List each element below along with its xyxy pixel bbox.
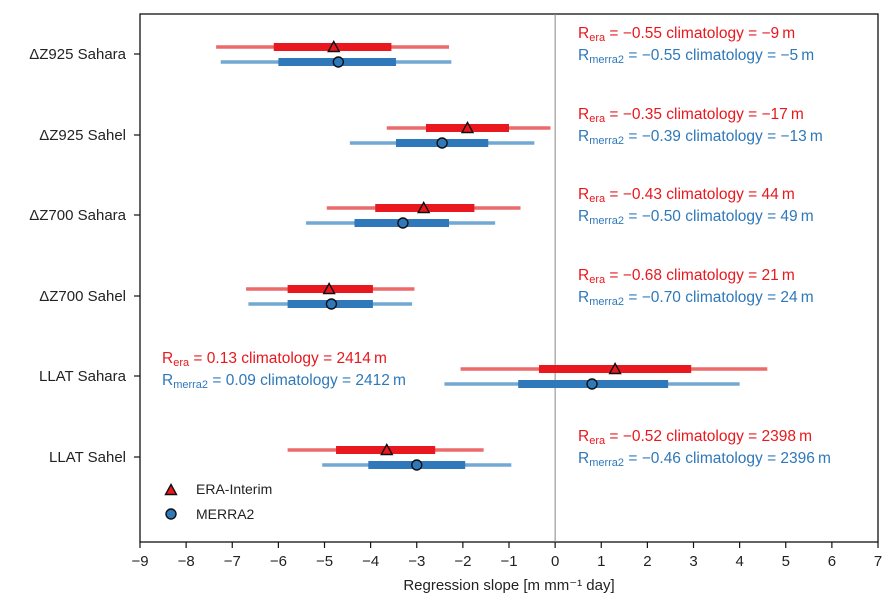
category-label: LLAT Sahara [39, 368, 127, 385]
era-triangle-marker [416, 201, 431, 214]
stat-line: Rmerra2 = 0.09 climatology = 2412 m [162, 372, 406, 391]
legend-circle-icon [165, 508, 177, 520]
category-label: LLAT Sahel [49, 449, 126, 466]
category-label: ΔZ925 Sahel [39, 127, 126, 144]
x-tick-label: −1 [500, 553, 517, 570]
x-tick-label: −7 [224, 553, 241, 570]
x-tick-label: 3 [689, 553, 697, 570]
x-tick-label: −4 [362, 553, 379, 570]
x-tick-label: 2 [643, 553, 651, 570]
category-label: ΔZ700 Sahel [39, 288, 126, 305]
legend-label-era: ERA-Interim [196, 481, 272, 497]
stat-line: Rmerra2 = −0.39 climatology = −13 m [578, 128, 823, 147]
x-tick-label: −9 [131, 553, 148, 570]
category-label: ΔZ700 Sahara [29, 207, 126, 224]
merra-circle-marker [411, 459, 423, 471]
merra-circle-marker [586, 378, 598, 390]
legend: ERA-Interim MERRA2 [164, 481, 272, 522]
category-labels: ΔZ925 Sahara ΔZ925 Sahel ΔZ700 Sahara ΔZ700… [29, 46, 140, 466]
category-label: ΔZ925 Sahara [29, 46, 126, 63]
legend-triangle-icon [164, 483, 178, 496]
era-triangle-marker [460, 121, 475, 134]
stat-line: Rera = 0.13 climatology = 2414 m [162, 350, 387, 369]
era-triangle-marker [322, 282, 336, 295]
x-tick-label: 0 [551, 553, 559, 570]
stat-line: Rmerra2 = −0.46 climatology = 2396 m [578, 450, 831, 469]
merra-circle-marker [332, 56, 345, 68]
merra-circle-marker [325, 298, 338, 310]
x-tick-label: 7 [874, 553, 882, 570]
x-axis-title: Regression slope [m mm⁻¹ day] [403, 577, 614, 594]
x-tick-label: 1 [597, 553, 605, 570]
x-tick-label: −2 [454, 553, 471, 570]
stat-line: Rera = −0.35 climatology = −17 m [578, 106, 804, 125]
stat-line: Rera = −0.43 climatology = 44 m [578, 186, 795, 205]
x-axis-ticks: −9 −8 −7 −6 −5 −4 −3 −2 −1 0 1 2 3 4 5 6 7 [131, 542, 882, 570]
stat-line: Rera = −0.52 climatology = 2398 m [578, 428, 812, 447]
x-tick-label: −8 [178, 553, 195, 570]
stat-line: Rmerra2 = −0.70 climatology = 24 m [578, 289, 814, 308]
x-tick-label: 4 [735, 553, 743, 570]
merra-circle-marker [436, 137, 448, 149]
stat-line: Rmerra2 = −0.50 climatology = 49 m [578, 208, 814, 227]
stat-line: Rmerra2 = −0.55 climatology = −5 m [578, 47, 814, 66]
x-tick-label: −5 [316, 553, 333, 570]
point-markers [322, 40, 622, 471]
era-triangle-marker [327, 40, 341, 53]
merra-circle-marker [397, 217, 409, 229]
statistics-annotations: Rera = −0.55 climatology = −9 m Rmerra2 =… [162, 25, 831, 469]
era-triangle-marker [380, 443, 394, 456]
legend-label-merra: MERRA2 [196, 506, 255, 522]
era-triangle-marker [608, 362, 622, 375]
x-tick-label: 6 [828, 553, 836, 570]
x-tick-label: −3 [408, 553, 425, 570]
x-tick-label: 5 [782, 553, 790, 570]
x-tick-label: −6 [270, 553, 287, 570]
stat-line: Rera = −0.55 climatology = −9 m [578, 25, 795, 44]
stat-line: Rera = −0.68 climatology = 21 m [578, 267, 795, 286]
